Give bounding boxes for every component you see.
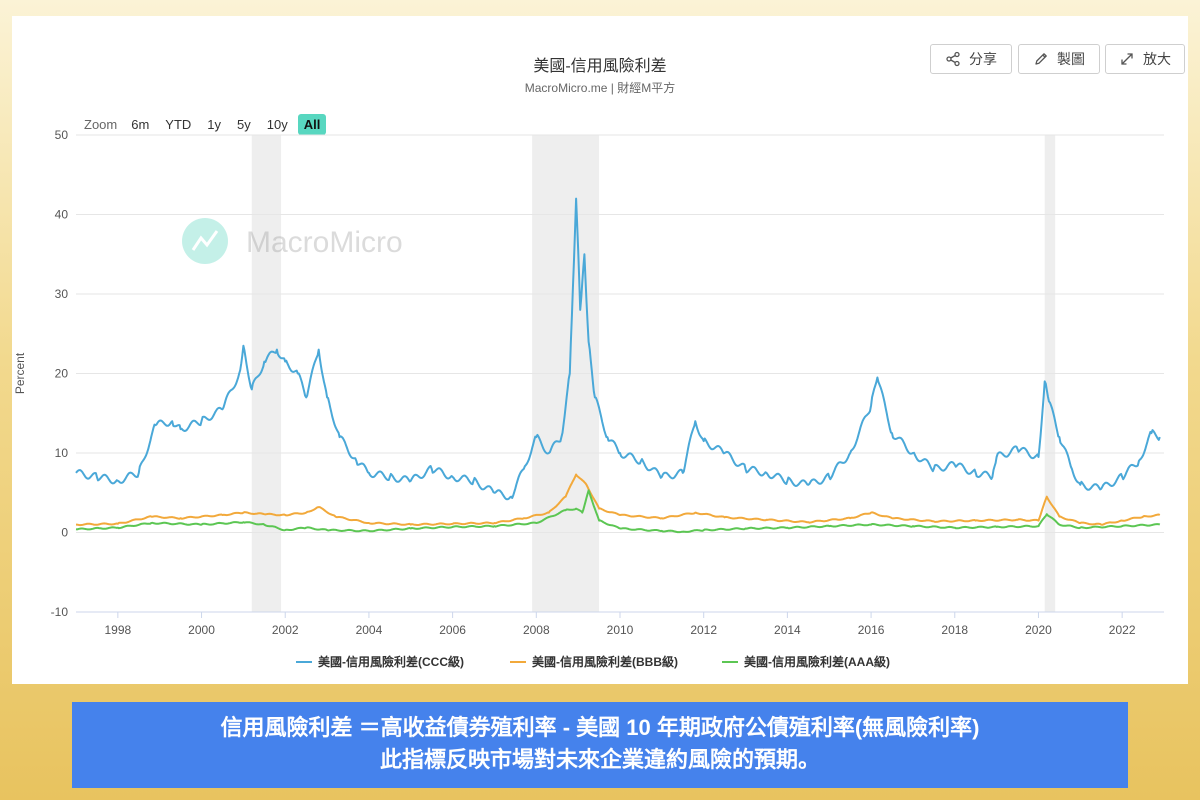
x-tick-label: 2000	[188, 623, 215, 637]
zoom-6m-button[interactable]: 6m	[131, 116, 150, 132]
share-icon	[946, 51, 960, 67]
x-tick-label: 2006	[439, 623, 466, 637]
expand-icon	[1121, 53, 1133, 65]
watermark-text: MacroMicro	[246, 226, 403, 259]
expand-button[interactable]: 放大	[1105, 44, 1185, 74]
x-tick-label: 2004	[356, 623, 383, 637]
y-tick-label: 50	[55, 128, 69, 142]
zoom-all-button[interactable]: All	[297, 113, 327, 135]
x-tick-label: 2020	[1025, 623, 1052, 637]
y-axis-label: Percent	[13, 352, 27, 394]
share-button[interactable]: 分享	[930, 44, 1012, 74]
series-line-2	[75, 489, 1161, 534]
chart-subtitle: MacroMicro.me | 財經M平方	[524, 81, 676, 95]
caption-line-2: 此指標反映市場對未來企業違約風險的預期。	[379, 747, 820, 772]
y-tick-label: -10	[51, 605, 69, 619]
x-tick-label: 2014	[774, 623, 801, 637]
x-tick-label: 1998	[104, 623, 131, 637]
zoom-10y-button[interactable]: 10y	[266, 116, 288, 132]
y-tick-label: 10	[55, 446, 69, 460]
chart-title: 美國-信用風險利差	[533, 58, 667, 75]
legend-label-0: 美國-信用風險利差(CCC級)	[318, 654, 464, 669]
zoom-1y-button[interactable]: 1y	[207, 116, 222, 132]
pencil-icon	[1035, 53, 1047, 65]
zoom-label: Zoom	[84, 116, 118, 132]
x-tick-label: 2002	[272, 623, 299, 637]
x-tick-label: 2010	[607, 623, 634, 637]
legend-label-1: 美國-信用風險利差(BBB級)	[532, 654, 678, 669]
chart-plot: -10 0 10 20 30 40 50 1998 2000 2002 2004 2006 2008 20…	[13, 128, 1164, 669]
y-tick-label: 0	[61, 526, 68, 540]
expand-label: 放大	[1143, 51, 1171, 67]
share-label: 分享	[969, 51, 997, 67]
legend-label-2: 美國-信用風險利差(AAA級)	[744, 654, 890, 669]
x-tick-label: 2016	[858, 623, 885, 637]
draw-label: 製圖	[1057, 51, 1085, 67]
x-tick-label: 2022	[1109, 623, 1136, 637]
caption-banner: 信用風險利差 ＝高收益債券殖利率 - 美國 10 年期政府公債殖利率(無風險利率…	[72, 702, 1128, 788]
x-tick-label: 2012	[690, 623, 717, 637]
y-tick-label: 30	[55, 287, 69, 301]
x-tick-label: 2008	[523, 623, 550, 637]
caption-line-1: 信用風險利差 ＝高收益債券殖利率 - 美國 10 年期政府公債殖利率(無風險利率…	[220, 715, 980, 740]
zoom-5y-button[interactable]: 5y	[237, 116, 251, 132]
zoom-ytd-button[interactable]: YTD	[165, 116, 192, 132]
series-line-1	[76, 473, 1161, 527]
series-line-0	[75, 197, 1161, 501]
x-tick-label: 2018	[941, 623, 968, 637]
y-tick-label: 40	[55, 208, 69, 222]
draw-button[interactable]: 製圖	[1018, 44, 1100, 74]
chart-panel: 美國-信用風險利差 MacroMicro.me | 財經M平方 分享 製圖 放大…	[12, 16, 1188, 684]
watermark-logo: MacroMicro	[182, 218, 403, 264]
y-tick-label: 20	[55, 367, 69, 381]
zoom-bar: Zoom 6m YTD 1y 5y 10y All	[84, 112, 330, 136]
